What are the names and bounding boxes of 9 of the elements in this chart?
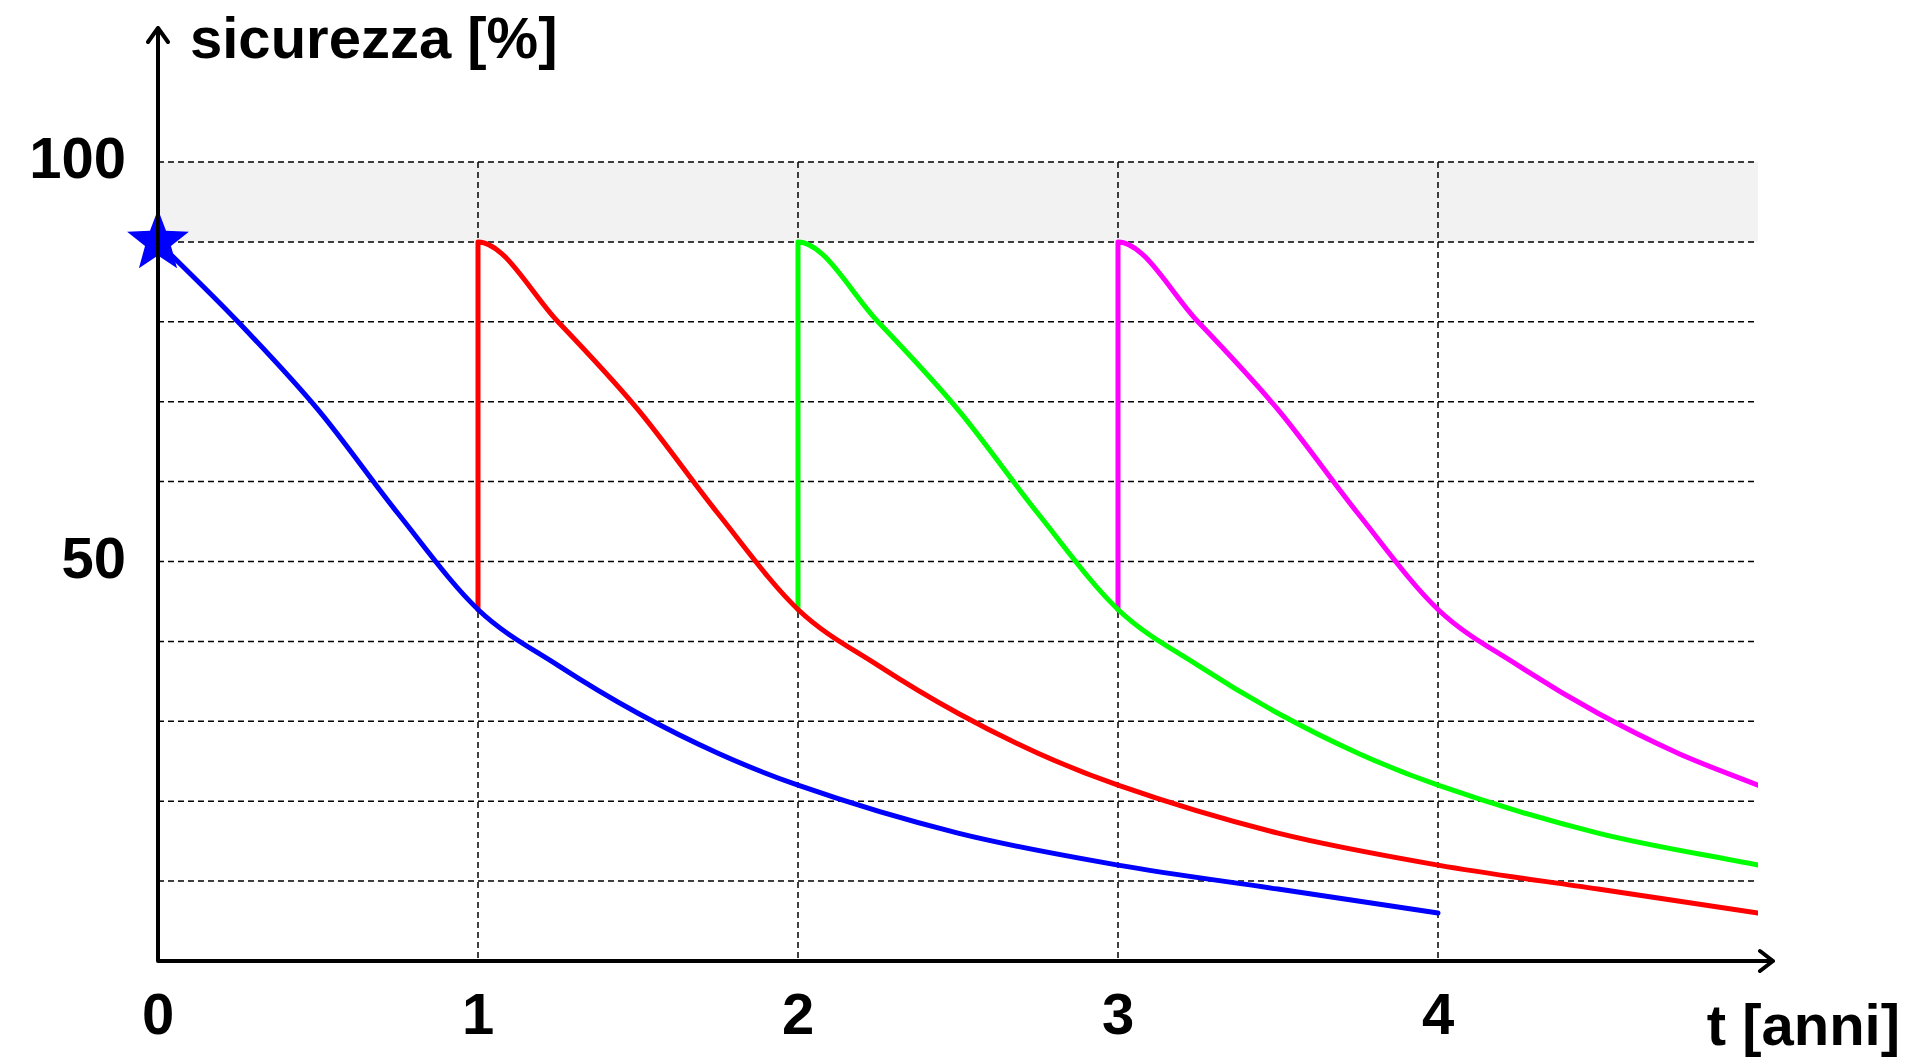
y-tick-label: 100: [29, 125, 126, 190]
y-axis-title: sicurezza [%]: [190, 5, 558, 70]
y-tick-label: 50: [61, 524, 126, 590]
x-axis-title: t [anni]: [1706, 992, 1900, 1057]
x-tick-label: 2: [781, 980, 815, 1046]
x-tick-label: 1: [461, 980, 495, 1046]
x-tick-label: 3: [1101, 980, 1135, 1046]
x-tick-label: 0: [141, 980, 175, 1046]
x-tick-label: 4: [1421, 980, 1455, 1046]
